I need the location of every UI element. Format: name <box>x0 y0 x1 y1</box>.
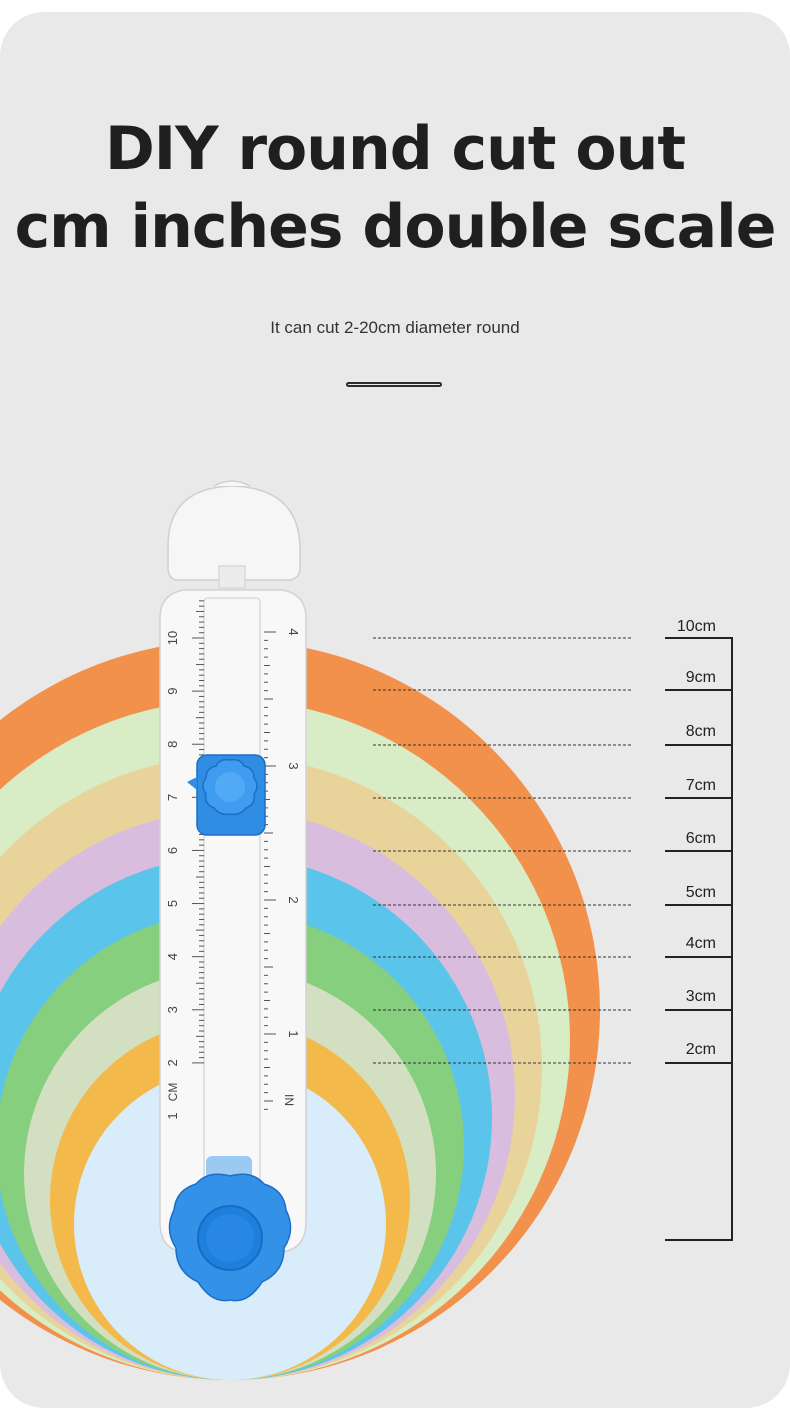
scale-label: 6cm <box>685 830 716 847</box>
pivot-highlight <box>206 1214 254 1262</box>
scale-label: 7cm <box>685 777 716 794</box>
circle-cutter-illustration: 1 2 3 4 5 6 7 8 9 10 CM 1 2 3 4 IN <box>0 480 733 1380</box>
dashed-guides <box>373 637 632 1064</box>
cm-number: 3 <box>165 1006 180 1013</box>
scale-label: 2cm <box>685 1041 716 1058</box>
inch-number: 3 <box>286 762 301 769</box>
cm-number: 1 <box>165 1112 180 1119</box>
inch-number: 4 <box>286 628 301 635</box>
scale-label: 10cm <box>676 618 716 635</box>
scale-label: 4cm <box>685 935 716 952</box>
inch-unit-label: IN <box>282 1094 296 1106</box>
slider-knob-cap <box>215 772 245 802</box>
scale-label: 3cm <box>685 988 716 1005</box>
ruler-body <box>159 589 307 1253</box>
subtitle: It can cut 2-20cm diameter round <box>270 318 520 337</box>
cutter-head-notch <box>213 480 251 487</box>
inch-ticks <box>264 631 276 1110</box>
cm-number: 2 <box>165 1059 180 1066</box>
head-hinge <box>218 565 246 589</box>
cm-number: 6 <box>165 847 180 854</box>
headline-line-1: DIY round cut out <box>104 114 686 184</box>
inch-number: 2 <box>286 896 301 903</box>
cm-number: 9 <box>165 687 180 694</box>
cm-number: 10 <box>165 631 180 645</box>
slider-pointer <box>187 777 197 790</box>
pivot-knob[interactable] <box>168 1156 292 1302</box>
cm-unit-label: CM <box>166 1083 180 1102</box>
cm-number: 4 <box>165 953 180 960</box>
cm-number: 7 <box>165 794 180 801</box>
scale-label: 5cm <box>685 884 716 901</box>
product-card: DIY round cut out cm inches double scale… <box>0 12 790 1408</box>
cm-number: 8 <box>165 741 180 748</box>
circle-cutter-tool: 1 2 3 4 5 6 7 8 9 10 CM 1 2 3 4 IN <box>159 480 307 1302</box>
scale-label: 9cm <box>685 669 716 686</box>
slider-knob[interactable] <box>187 754 266 836</box>
scale-bracket <box>665 637 733 1241</box>
cm-number: 5 <box>165 900 180 907</box>
divider-pill <box>346 382 442 387</box>
cutter-head <box>167 485 301 581</box>
headline-line-2: cm inches double scale <box>14 192 777 262</box>
inch-number: 1 <box>286 1030 301 1037</box>
scale-label: 8cm <box>685 723 716 740</box>
